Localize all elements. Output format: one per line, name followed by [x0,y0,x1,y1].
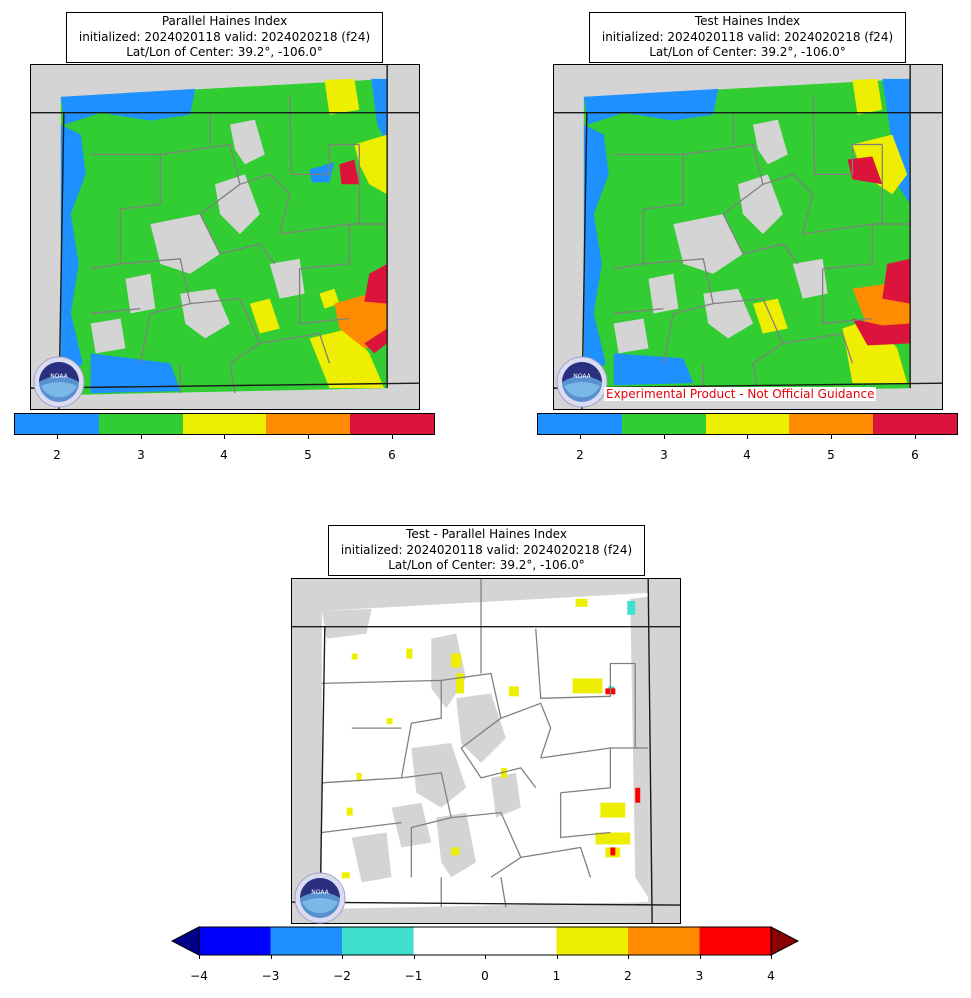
panel1-tick-label: 4 [220,448,228,462]
panel3-logo-text: NOAA [311,889,329,896]
panel3-tick-label: 2 [624,969,632,983]
panel1-tick-label: 3 [137,448,145,462]
panel2-title-line2: initialized: 2024020118 valid: 202402021… [601,29,894,44]
panel1-colorbar-seg-2 [182,414,267,434]
panel2-tick-label: 2 [576,448,584,462]
panel2-colorbar-seg-2 [705,414,790,434]
panel3-colorbar-extend-high [770,926,800,956]
panel2-logo-text: NOAA [573,373,591,380]
panel3-title-line1: Test - Parallel Haines Index [406,527,567,541]
panel2-colorbar-seg-3 [789,414,874,434]
panel3-map [291,578,681,924]
panel3-colorbar-seg [199,927,271,955]
panel3-colorbar-seg [270,927,343,955]
panel3-tick-label: 0 [481,969,489,983]
panel3-tick-label: −4 [190,969,208,983]
panel1-title-line2: initialized: 2024020118 valid: 202402021… [78,29,371,44]
panel2-disclaimer: Experimental Product - Not Official Guid… [604,387,877,401]
panel2-colorbar-seg-1 [621,414,706,434]
panel3-tick-label: 1 [552,969,561,983]
panel1-logo-text: NOAA [50,373,68,380]
panel1-colorbar-seg-0 [15,414,99,434]
panel3-tick-label: −1 [404,969,423,983]
panel3-tick-label: −3 [261,969,280,983]
panel3-title: Test - Parallel Haines Index initialized… [328,525,645,576]
panel3-tick-label: 3 [695,969,704,983]
panel1-title-line1: Parallel Haines Index [161,14,288,28]
panel1-title-line3: Lat/Lon of Center: 39.2°, -106.0° [126,45,323,59]
panel1-colorbar-seg-4 [350,414,434,434]
panel2-colorbar [537,413,958,435]
panel3-colorbar-seg [485,927,557,955]
panel3-colorbar-seg [556,927,629,955]
panel3-title-line3: Lat/Lon of Center: 39.2°, -106.0° [388,558,585,572]
panel3-colorbar-seg [699,927,772,955]
panel3-tick-label: 4 [767,969,775,983]
panel3-noaa-logo: NOAA [294,872,346,924]
panel2-title-line1: Test Haines Index [694,14,801,28]
panel2-map [553,64,943,410]
panel2-colorbar-seg-0 [538,414,622,434]
panel1-map [30,64,420,410]
panel1-tick-label: 2 [53,448,61,462]
panel1-colorbar [14,413,435,435]
panel2-tick-label: 5 [827,448,835,462]
panel2-title-line3: Lat/Lon of Center: 39.2°, -106.0° [649,45,846,59]
panel1-title: Parallel Haines Index initialized: 20240… [66,12,383,63]
panel2-tick-label: 4 [743,448,751,462]
panel3-title-line2: initialized: 2024020118 valid: 202402021… [340,542,633,557]
panel1-noaa-logo: NOAA [33,356,85,408]
panel3-colorbar [170,926,800,956]
panel2-title: Test Haines Index initialized: 202402011… [589,12,906,63]
panel2-colorbar-seg-4 [873,414,957,434]
panel1-tick-label: 6 [388,448,396,462]
panel3-colorbar-seg [628,927,700,955]
panel1-tick-label: 5 [304,448,312,462]
panel3-tick-label: −2 [333,969,351,983]
panel1-colorbar-seg-3 [266,414,351,434]
panel2-tick-label: 3 [660,448,668,462]
panel1-colorbar-seg-1 [98,414,183,434]
panel2-noaa-logo: NOAA [556,356,608,408]
panel2-tick-label: 6 [911,448,919,462]
panel3-colorbar-seg [342,927,414,955]
panel3-colorbar-extend-low [170,926,200,956]
panel3-colorbar-seg [413,927,486,955]
